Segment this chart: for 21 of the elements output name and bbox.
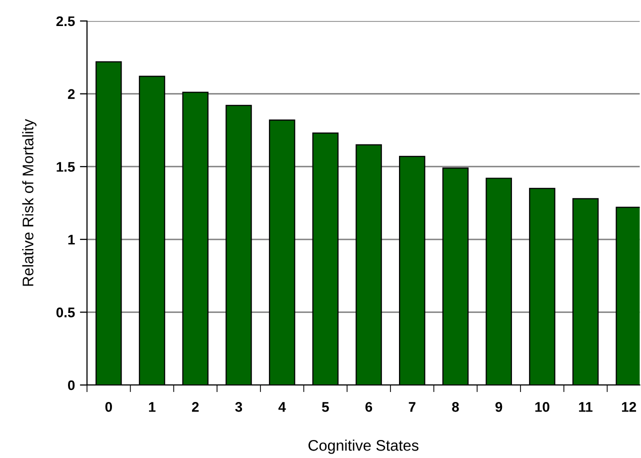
x-tick-label: 12 (622, 402, 636, 412)
y-tick-label: 0 (68, 380, 75, 390)
x-tick-label: 11 (579, 402, 592, 412)
x-tick-label: 9 (495, 402, 502, 412)
x-tick-label: 1 (149, 402, 156, 412)
y-tick-label: 0.5 (56, 308, 75, 318)
x-tick-label: 7 (408, 402, 416, 412)
y-tick-label: 2.5 (56, 16, 75, 26)
x-tick-label: 4 (278, 402, 286, 412)
y-tick-label: 1.5 (56, 162, 75, 172)
y-tick-label: 2 (68, 89, 75, 99)
x-tick-label: 2 (192, 402, 199, 412)
x-tick-label: 6 (365, 402, 372, 412)
x-tick-label: 3 (235, 402, 242, 412)
y-axis-title: Relative Risk of Mortality (22, 118, 36, 286)
x-tick-label: 8 (452, 402, 459, 412)
x-tick-label: 5 (322, 402, 329, 412)
y-tick-label: 1 (68, 234, 75, 244)
x-tick-label: 0 (105, 402, 112, 412)
x-tick-label: 10 (535, 402, 550, 412)
x-axis-title: Cognitive States (308, 440, 418, 454)
